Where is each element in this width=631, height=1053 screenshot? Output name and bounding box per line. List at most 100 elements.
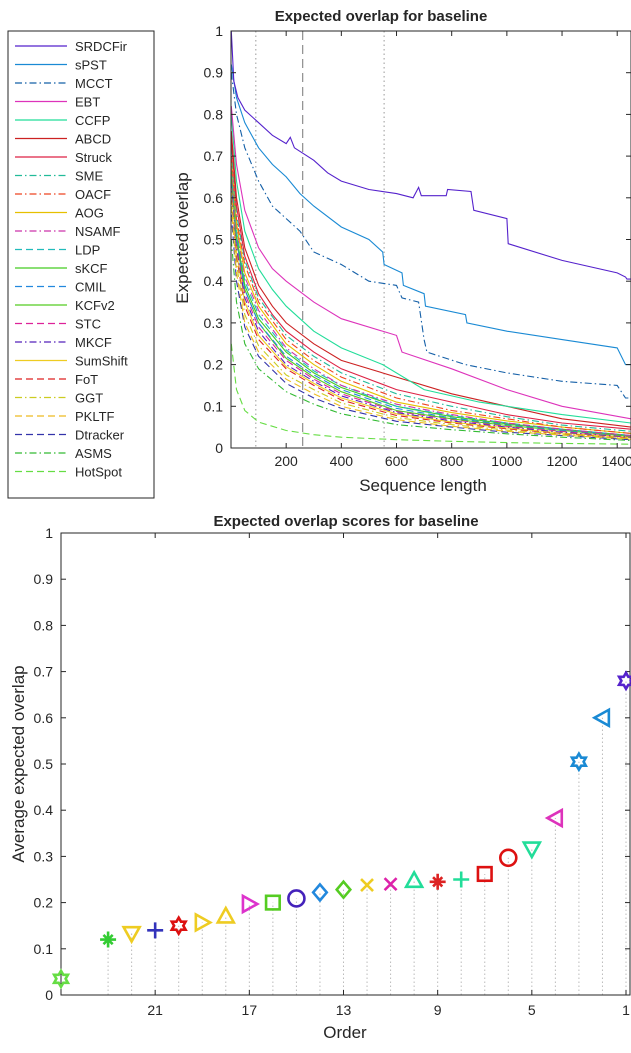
bottom-y-tick-label: 0.1	[34, 941, 54, 957]
legend-entry-asms: ASMS	[15, 446, 112, 461]
series-line-ccfp	[230, 114, 631, 424]
marker-order-17	[241, 893, 261, 915]
top-x-tick-label: 200	[274, 453, 298, 469]
marker-order-3	[569, 751, 588, 773]
marker-order-1	[616, 670, 631, 692]
top-x-tick-label: 1400	[602, 453, 631, 469]
series-line-nsamf	[230, 164, 631, 437]
top-chart-legend: SRDCFir sPST MCCT EBT CCFP ABCD Struck SME OACF A…	[7, 30, 155, 499]
marker-order-21	[147, 922, 164, 939]
marker-order-11	[383, 877, 398, 892]
legend-entry-fot: FoT	[15, 372, 98, 387]
legend-label: NSAMF	[75, 224, 121, 239]
marker-order-25	[51, 968, 71, 990]
top-y-tick-label: 0.3	[204, 315, 224, 331]
legend-label: PKLTF	[75, 409, 115, 424]
legend-label: KCFv2	[75, 298, 115, 313]
top-chart-series-lines	[230, 30, 631, 445]
series-line-cmil	[230, 172, 631, 437]
series-line-fot	[230, 189, 631, 439]
legend-label: CCFP	[75, 113, 110, 128]
series-line-ldp	[230, 164, 631, 437]
marker-order-15	[287, 889, 306, 908]
top-x-tick-label: 1200	[546, 453, 577, 469]
top-chart-title: Expected overlap for baseline	[275, 8, 488, 25]
series-line-ggt	[230, 197, 631, 440]
top-chart-axes-box	[230, 30, 631, 449]
series-line-spst	[230, 64, 631, 366]
bottom-x-tick-label: 21	[147, 1002, 163, 1018]
legend-entry-nsamf: NSAMF	[15, 224, 121, 239]
bottom-x-tick-label: 13	[336, 1002, 352, 1018]
bottom-y-tick-label: 0.3	[34, 848, 54, 864]
top-chart-x-axis-label: Sequence length	[359, 476, 487, 495]
legend-entry-ggt: GGT	[15, 391, 103, 406]
bottom-y-tick-label: 0.4	[34, 802, 54, 818]
legend-entry-stc: STC	[15, 317, 101, 332]
marker-order-22	[121, 925, 142, 945]
marker-order-6	[498, 848, 518, 868]
top-chart-x-ticks: 200 400 600 800 1000 1200 1400	[274, 31, 631, 469]
top-y-tick-label: 0.2	[204, 357, 224, 373]
legend-entry-struck: Struck	[15, 150, 112, 165]
top-y-tick-label: 0.8	[204, 106, 224, 122]
legend-label: ABCD	[75, 132, 111, 147]
series-line-ebt	[230, 106, 631, 420]
bottom-chart-drop-lines	[60, 680, 627, 995]
marker-order-16	[264, 894, 281, 911]
bottom-x-tick-label: 17	[242, 1002, 258, 1018]
legend-label: Dtracker	[75, 428, 125, 443]
legend-label: STC	[75, 317, 101, 332]
legend-label: sKCF	[75, 261, 108, 276]
top-y-tick-label: 0	[215, 440, 223, 456]
top-chart-y-axis-label: Expected overlap	[173, 172, 192, 303]
marker-order-23	[100, 931, 117, 948]
legend-entry-srdcfir: SRDCFir	[15, 39, 128, 54]
marker-order-18	[215, 905, 237, 924]
legend-label: FoT	[75, 372, 98, 387]
legend-label: HotSpot	[75, 465, 122, 480]
legend-entry-cmil: CMIL	[15, 280, 106, 295]
legend-entry-mkcf: MKCF	[15, 335, 112, 350]
top-y-tick-label: 0.6	[204, 190, 224, 206]
bottom-x-tick-label: 1	[622, 1002, 630, 1018]
marker-order-19	[194, 912, 213, 933]
legend-label: LDP	[75, 243, 100, 258]
series-line-kcfv2	[230, 172, 631, 437]
series-line-asms	[230, 239, 631, 442]
series-line-struck	[230, 139, 631, 430]
marker-order-13	[334, 879, 353, 900]
expected-overlap-curve-chart: Expected overlap for baseline 200 400 600 8…	[173, 8, 631, 495]
marker-order-9	[429, 873, 446, 890]
bottom-y-tick-label: 0.6	[34, 710, 54, 726]
legend-entry-ebt: EBT	[15, 95, 100, 110]
expected-overlap-scores-chart: Expected overlap scores for baseline 21 1…	[9, 513, 631, 1042]
series-line-oacf	[230, 156, 631, 434]
series-line-sumshift	[230, 185, 631, 439]
bottom-chart-markers	[51, 670, 631, 990]
series-line-pkltf	[230, 206, 631, 440]
legend-label: SME	[75, 169, 104, 184]
top-y-tick-label: 1	[215, 23, 223, 39]
legend-box	[7, 30, 155, 499]
marker-order-10	[403, 869, 425, 889]
series-line-mcct	[230, 72, 631, 399]
bottom-y-tick-label: 0.2	[34, 895, 54, 911]
marker-order-20	[169, 915, 188, 937]
marker-order-2	[591, 707, 611, 729]
bottom-y-tick-label: 0	[45, 987, 53, 1003]
legend-entry-sme: SME	[15, 169, 104, 184]
bottom-chart-x-ticks: 21 17 13 9 5 1	[147, 533, 630, 1018]
top-x-tick-label: 1000	[491, 453, 522, 469]
legend-entry-oacf: OACF	[15, 187, 111, 202]
legend-label: SumShift	[75, 354, 128, 369]
legend-entry-ldp: LDP	[15, 243, 100, 258]
legend-label: SRDCFir	[75, 39, 128, 54]
legend-entry-spst: sPST	[15, 58, 107, 73]
marker-order-14	[311, 882, 329, 903]
bottom-x-tick-label: 5	[528, 1002, 536, 1018]
series-line-skcf	[230, 168, 631, 437]
legend-entry-kcfv2: KCFv2	[15, 298, 115, 313]
